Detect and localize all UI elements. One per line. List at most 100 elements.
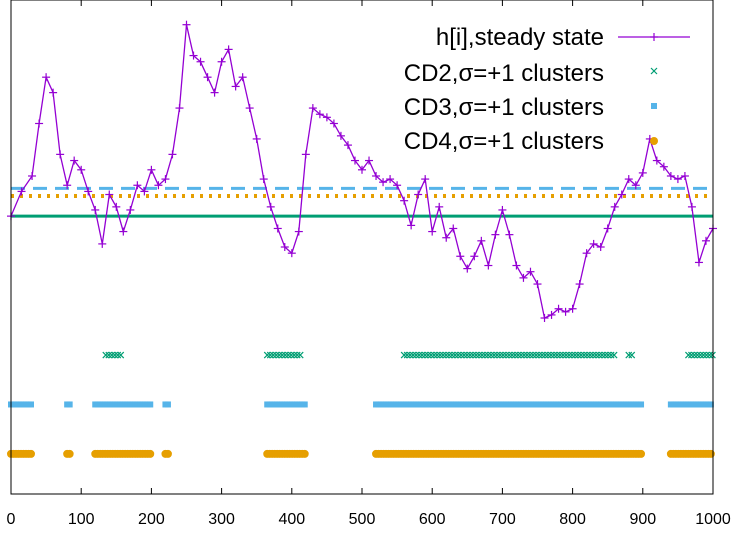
height-point-18 <box>140 187 149 196</box>
height-point-71 <box>512 261 521 270</box>
height-point-95 <box>680 171 689 180</box>
cd3-point <box>301 401 308 408</box>
cd2-point <box>430 351 438 359</box>
x-tick-label-8: 800 <box>559 511 586 528</box>
cd4-cluster-1 <box>63 449 74 458</box>
cd2-point <box>538 351 546 359</box>
cd2-point <box>565 351 573 359</box>
cd2-point <box>586 351 594 359</box>
height-point-10 <box>84 187 93 196</box>
cd2-point <box>272 351 280 359</box>
height-point-28 <box>210 88 219 97</box>
height-point-57 <box>414 190 423 199</box>
cd2-point <box>478 351 486 359</box>
cd2-point <box>697 351 704 359</box>
cd2-point <box>571 351 579 359</box>
height-point-54 <box>393 181 402 190</box>
height-point-82 <box>589 239 598 248</box>
cd2-point <box>700 351 707 359</box>
cd2-cluster-2 <box>400 351 618 359</box>
height-point-19 <box>147 165 156 174</box>
height-point-43 <box>315 110 324 119</box>
height-point-22 <box>168 150 177 159</box>
cd2-point <box>278 351 286 359</box>
cd2-point <box>511 351 519 359</box>
cd4-cluster-6 <box>666 449 715 458</box>
cd2-cluster-4 <box>685 351 716 359</box>
height-point-35 <box>259 175 268 184</box>
cd2-point <box>406 351 414 359</box>
cd2-point <box>484 351 492 359</box>
height-point-65 <box>470 252 479 261</box>
height-point-29 <box>217 57 226 66</box>
height-point-51 <box>372 171 381 180</box>
legend-marker-cd4 <box>650 137 658 145</box>
cd3-point <box>28 401 34 408</box>
height-line <box>10 24 714 319</box>
height-point-50 <box>365 156 374 165</box>
height-point-70 <box>505 230 514 239</box>
cd2-point <box>625 351 633 359</box>
cd2-point <box>520 351 528 359</box>
cd2-point <box>287 351 295 359</box>
cd2-point <box>403 351 411 359</box>
cd2-point <box>487 351 495 359</box>
x-tick-label-0: 0 <box>7 511 16 528</box>
cd4-cluster-4 <box>263 449 309 458</box>
legend: h[i],steady state CD2,σ=+1 clusters CD3,… <box>404 24 690 155</box>
cd2-point <box>490 351 498 359</box>
cd2-point <box>529 351 537 359</box>
x-tick-label-9: 900 <box>629 511 656 528</box>
cd2-point <box>559 351 567 359</box>
cd2-point <box>114 351 122 359</box>
legend-sample-cd4 <box>650 137 658 145</box>
height-point-66 <box>477 236 486 245</box>
height-point-56 <box>407 221 416 230</box>
height-point-38 <box>280 243 289 251</box>
cd2-point <box>532 351 540 359</box>
height-series <box>7 20 717 323</box>
cd2-point <box>514 351 522 359</box>
cd3-cluster-6 <box>667 401 714 408</box>
height-point-96 <box>687 202 696 211</box>
legend-sample-cd2 <box>650 67 658 75</box>
cd4-point <box>637 449 646 458</box>
cd2-point <box>466 351 474 359</box>
cd2-point <box>607 351 615 359</box>
height-point-33 <box>245 104 254 113</box>
cd2-point <box>269 351 277 359</box>
height-point-79 <box>568 304 577 313</box>
height-point-52 <box>379 178 388 187</box>
cd4-point <box>300 449 309 458</box>
height-point-1 <box>17 187 26 196</box>
height-point-12 <box>98 239 107 248</box>
height-point-94 <box>673 175 682 184</box>
cd3-point <box>164 401 171 408</box>
height-point-39 <box>287 249 296 258</box>
height-point-26 <box>196 57 205 66</box>
x-tick-label-2: 200 <box>138 511 165 528</box>
x-tick-label-6: 600 <box>419 511 446 528</box>
cd2-point <box>111 351 119 359</box>
height-point-40 <box>294 227 303 236</box>
height-point-85 <box>610 202 619 211</box>
height-point-83 <box>596 243 605 251</box>
legend-marker-height <box>650 33 658 41</box>
height-point-2 <box>28 171 37 180</box>
cd2-point <box>409 351 417 359</box>
legend-sample-cd3 <box>651 103 657 109</box>
cd2-point <box>703 351 710 359</box>
cd2-point <box>451 351 459 359</box>
cd2-point <box>505 351 513 359</box>
cd3-cluster-0 <box>8 401 34 408</box>
cd2-point <box>523 351 531 359</box>
height-point-78 <box>561 307 570 316</box>
cd2-point <box>117 351 125 359</box>
height-point-86 <box>617 190 626 199</box>
cd2-point <box>592 351 600 359</box>
cd2-point <box>691 351 698 359</box>
height-point-68 <box>491 230 500 239</box>
cd4-point <box>27 449 35 458</box>
height-point-31 <box>231 82 240 91</box>
cd2-point <box>457 351 465 359</box>
